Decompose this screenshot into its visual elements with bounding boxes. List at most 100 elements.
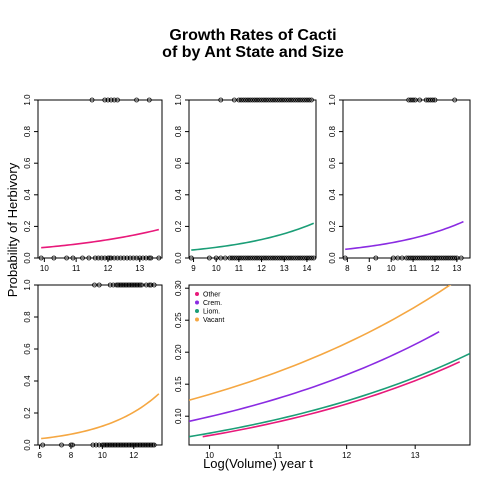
data-point-y0 <box>236 255 242 261</box>
x-tick-label: 11 <box>235 264 244 273</box>
data-point-y1 <box>134 97 139 103</box>
data-point-y1 <box>92 282 97 288</box>
data-point-y1 <box>309 97 314 103</box>
y-tick-label: 0.0 <box>23 439 32 451</box>
x-tick-label: 10 <box>98 451 107 460</box>
data-point-y0 <box>121 255 127 261</box>
data-point-y1 <box>134 282 140 288</box>
y-tick-label: 0.10 <box>174 408 183 424</box>
data-point-y0 <box>265 255 271 261</box>
data-point-y0 <box>342 255 348 261</box>
data-point-y1 <box>110 282 116 288</box>
y-tick-label: 0.8 <box>328 125 337 137</box>
data-point-y0 <box>452 255 458 261</box>
data-point-y0 <box>134 442 140 448</box>
data-point-y1 <box>452 97 458 103</box>
data-point-y0 <box>108 255 114 261</box>
data-point-y1 <box>89 97 95 103</box>
data-point-y0 <box>115 442 121 448</box>
data-point-y1 <box>146 97 152 103</box>
legend-swatch <box>195 317 199 322</box>
chart-title-line1: Growth Rates of Cacti <box>169 27 336 44</box>
data-point-y0 <box>104 442 110 448</box>
x-tick-label: 6 <box>37 451 42 460</box>
data-point-y1 <box>115 97 120 103</box>
legend-entry: Other <box>203 292 221 299</box>
data-point-y0 <box>70 442 75 448</box>
data-point-y0 <box>93 442 99 448</box>
data-point-y1 <box>254 97 260 103</box>
plot-frame <box>188 284 471 446</box>
data-point-y0 <box>254 255 260 261</box>
data-point-y1 <box>120 282 126 288</box>
data-point-y0 <box>137 442 143 448</box>
fitted-curve <box>41 393 160 440</box>
y-tick-label: 1.0 <box>23 94 32 106</box>
y-tick-label: 0.4 <box>23 375 32 387</box>
data-point-y0 <box>140 442 146 448</box>
data-point-y0 <box>284 255 289 261</box>
legend-entry: Crem. <box>203 300 222 307</box>
fitted-curve <box>41 228 160 249</box>
data-point-y0 <box>131 442 137 448</box>
y-tick-label: 1.0 <box>23 279 32 291</box>
data-point-y0 <box>92 255 98 261</box>
data-point-y0 <box>263 255 269 261</box>
y-tick-label: 0.20 <box>174 344 183 360</box>
x-tick-label: 8 <box>69 451 74 460</box>
data-point-y0 <box>309 255 314 261</box>
data-point-y0 <box>145 442 151 448</box>
data-point-y0 <box>279 255 285 261</box>
y-tick-label: 0.8 <box>23 125 32 137</box>
data-point-y1 <box>126 282 132 288</box>
data-point-y1 <box>147 282 152 288</box>
data-point-y0 <box>137 255 143 261</box>
data-point-y0 <box>125 442 130 448</box>
data-point-y0 <box>112 442 118 448</box>
x-tick-label: 9 <box>191 264 196 273</box>
data-point-y0 <box>272 255 278 261</box>
legend-swatch <box>195 309 199 313</box>
data-point-y1 <box>108 97 114 103</box>
y-tick-label: 0.6 <box>23 157 32 169</box>
data-point-y0 <box>222 255 228 261</box>
data-point-y0 <box>148 442 154 448</box>
data-point-y0 <box>146 255 152 261</box>
data-point-y0 <box>123 442 129 448</box>
plot-frame <box>188 99 317 259</box>
y-tick-label: 0.4 <box>174 189 183 201</box>
y-tick-label: 0.15 <box>174 376 183 392</box>
data-point-y0 <box>111 255 117 261</box>
data-point-y0 <box>259 255 264 261</box>
data-point-y0 <box>250 255 255 261</box>
data-point-y0 <box>299 255 305 261</box>
data-point-y0 <box>188 255 194 261</box>
data-point-y1 <box>148 282 154 288</box>
data-point-y0 <box>245 255 251 261</box>
y-tick-label: 1.0 <box>174 94 183 106</box>
data-point-y1 <box>241 97 246 103</box>
data-point-y1 <box>299 97 305 103</box>
data-point-y0 <box>270 255 276 261</box>
data-point-y0 <box>277 255 283 261</box>
y-tick-label: 0.25 <box>174 312 183 328</box>
data-point-y1 <box>132 282 138 288</box>
data-point-y0 <box>261 255 267 261</box>
data-point-y1 <box>277 97 283 103</box>
data-point-y0 <box>51 255 57 261</box>
data-point-y0 <box>107 255 112 261</box>
data-point-y1 <box>231 97 237 103</box>
data-point-y1 <box>284 97 289 103</box>
data-point-y1 <box>297 97 303 103</box>
data-point-y0 <box>59 442 64 448</box>
legend-swatch <box>195 292 199 296</box>
data-point-y0 <box>118 255 124 261</box>
x-tick-label: 8 <box>345 264 350 273</box>
data-point-y0 <box>231 255 237 261</box>
data-point-y1 <box>123 282 129 288</box>
data-point-y1 <box>270 97 276 103</box>
data-point-y1 <box>430 97 436 103</box>
data-point-y0 <box>304 255 310 261</box>
data-point-y0 <box>80 255 85 261</box>
